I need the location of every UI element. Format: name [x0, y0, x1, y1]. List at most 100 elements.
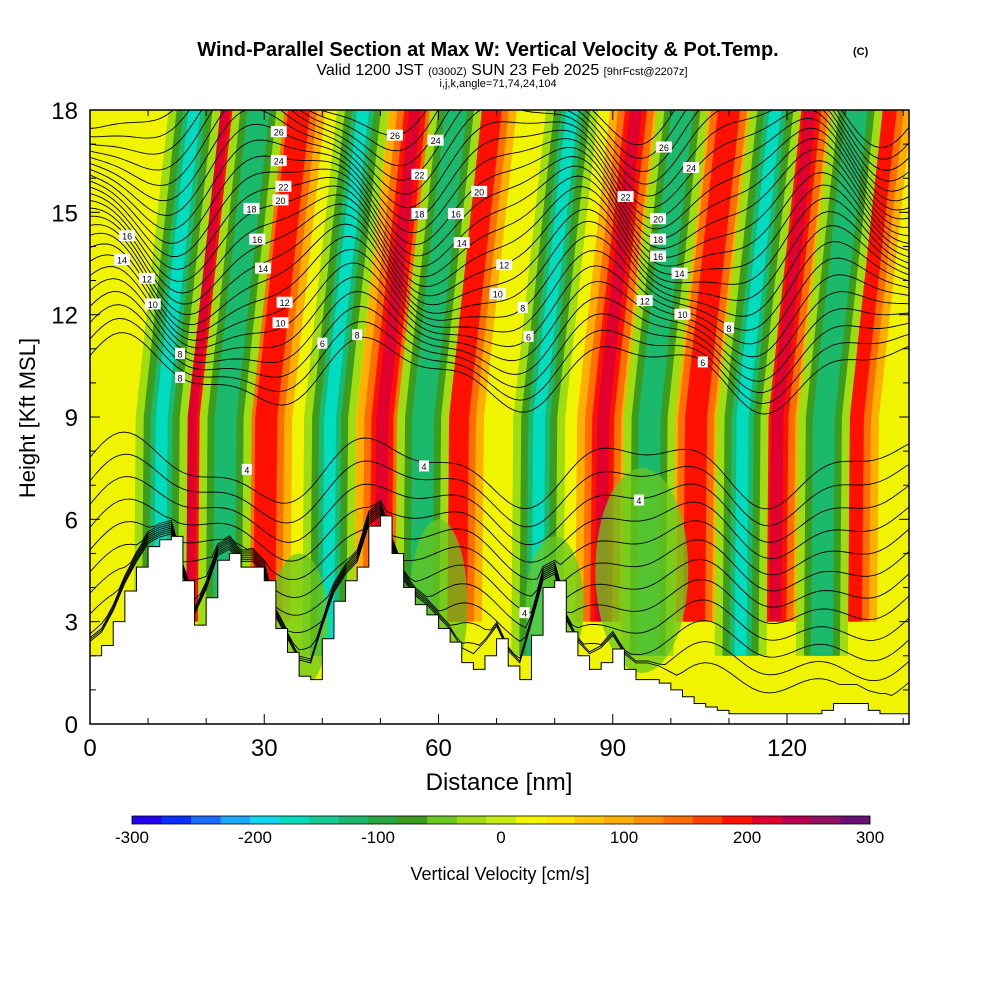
contour-label-box — [317, 337, 328, 349]
x-tick-label: 0 — [83, 735, 96, 762]
colorbar-tick-label: 300 — [856, 828, 884, 847]
contour-label-box — [427, 134, 444, 146]
contour-label-box — [671, 267, 688, 279]
contour-label-text: 26 — [390, 131, 400, 141]
theta-contour-line — [90, 505, 909, 616]
axis-tick-labels: 0 30 60 90 120 0 3 6 9 12 15 18 — [51, 98, 807, 762]
theta-contour-line — [90, 148, 909, 257]
chart-title: Wind-Parallel Section at Max W: Vertical… — [197, 39, 778, 61]
contour-label: 6 — [697, 356, 708, 368]
colorbar-swatch — [663, 816, 694, 824]
contour-label: 6 — [523, 330, 534, 342]
theta-contour-line — [90, 127, 909, 234]
theta-contour-line — [90, 276, 909, 370]
contour-label: 8 — [517, 301, 528, 313]
colorbar-swatch — [456, 816, 487, 824]
contour-label-text: 20 — [474, 187, 484, 197]
colorbar-tick-label: 100 — [610, 828, 638, 847]
contour-label: 16 — [447, 208, 464, 220]
y-tick-label: 3 — [65, 610, 78, 637]
colorbar-swatch — [279, 816, 310, 824]
colorbar-swatch — [427, 816, 458, 824]
contour-label-text: 6 — [526, 332, 531, 342]
contour-label-box — [276, 296, 293, 308]
updraft-band — [769, 110, 817, 622]
colorbar-tick-label: -300 — [115, 828, 149, 847]
contour-label: 24 — [683, 161, 700, 173]
contour-label-text: 16 — [252, 235, 262, 245]
contour-label-box — [683, 161, 700, 173]
contour-label-text: 22 — [621, 192, 631, 202]
theta-contour-line — [90, 431, 909, 510]
contour-label: 8 — [723, 322, 734, 334]
colorbar-swatch — [604, 816, 635, 824]
contour-label-text: 6 — [700, 358, 705, 368]
theta-contour-line — [90, 501, 909, 581]
velocity-field — [133, 110, 909, 690]
contour-label-text: 12 — [499, 261, 509, 271]
theta-contour-line — [90, 509, 909, 651]
contour-label-box — [175, 371, 186, 383]
contour-label-box — [723, 322, 734, 334]
contour-label-box — [113, 254, 130, 266]
contour-label: 22 — [275, 180, 292, 192]
theta-contour-line — [90, 208, 909, 316]
contour-label-text: 20 — [653, 215, 663, 225]
downdraft-band — [531, 110, 579, 656]
contour-label-box — [517, 301, 528, 313]
subtitle-date: SUN 23 Feb 2025 — [471, 62, 599, 79]
contour-label: 14 — [671, 267, 688, 279]
y-tick-label: 12 — [51, 303, 78, 330]
theta-contour-line — [90, 138, 909, 246]
contour-label-box — [275, 180, 292, 192]
updraft-band — [839, 110, 897, 622]
contour-label-text: 22 — [278, 182, 288, 192]
theta-contour-line — [90, 290, 909, 382]
theta-contour-line — [90, 304, 909, 394]
updraft-band — [444, 110, 502, 622]
contour-label-text: 12 — [142, 274, 152, 284]
colorbar-swatch — [338, 816, 369, 824]
contour-label: 10 — [272, 317, 289, 329]
colorbar-swatch — [250, 816, 280, 824]
contour-label: 24 — [270, 155, 287, 167]
colorbar-swatch — [191, 816, 221, 824]
contour-label-box — [411, 168, 428, 180]
colorbar-swatch — [840, 816, 871, 824]
chart-index-line: i,j,k,angle=71,74,24,104 — [439, 78, 556, 90]
contour-label: 26 — [270, 126, 287, 138]
contour-label-box — [655, 141, 672, 153]
contour-label-box — [138, 272, 155, 284]
contour-label-box — [471, 185, 488, 197]
contour-label-text: 14 — [675, 269, 685, 279]
theta-contour-line — [90, 117, 909, 222]
colorbar-swatch — [545, 816, 576, 824]
theta-contour-line — [90, 262, 909, 358]
theta-contour-line — [90, 503, 909, 599]
theta-contour-line — [90, 184, 909, 294]
contour-label: 6 — [317, 337, 328, 349]
contour-label-box — [352, 329, 363, 341]
contour-label-text: 16 — [451, 210, 461, 220]
contour-label: 12 — [496, 259, 513, 271]
theta-contour-line — [90, 514, 909, 696]
x-tick-label: 90 — [599, 735, 626, 762]
contour-label-text: 10 — [493, 290, 503, 300]
colorbar-label: Vertical Velocity [cm/s] — [410, 864, 589, 884]
contour-label: 4 — [633, 494, 644, 506]
colorbar-tick-label: 0 — [496, 828, 505, 847]
contour-label-text: 6 — [320, 339, 325, 349]
contour-label: 16 — [650, 250, 667, 262]
contour-label-box — [175, 347, 186, 359]
contour-label-box — [241, 463, 252, 475]
contour-label-text: 16 — [653, 252, 663, 262]
contour-label-text: 20 — [276, 196, 286, 206]
contour-label-box — [519, 607, 530, 619]
y-tick-label: 15 — [51, 200, 78, 227]
y-tick-label: 0 — [65, 712, 78, 739]
contour-label-text: 4 — [244, 465, 249, 475]
downdraft-band — [322, 110, 369, 656]
contour-label-box — [270, 155, 287, 167]
contour-label: 10 — [674, 308, 691, 320]
subtitle-forecast: [9hrFcst@2207z] — [604, 66, 688, 78]
